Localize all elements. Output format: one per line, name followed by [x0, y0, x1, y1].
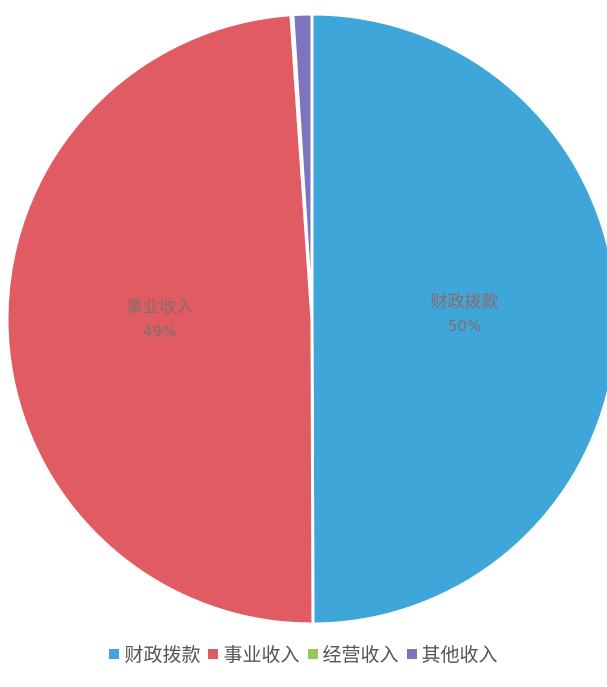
pie-svg: 财政拨款 50% 事业收入 49% [5, 12, 607, 626]
pie-slice-qita [291, 12, 314, 320]
legend-item-caizheng: 财政拨款 [109, 640, 200, 667]
legend-swatch [208, 648, 219, 659]
legend-label: 财政拨款 [124, 644, 201, 666]
slice-pct-caizheng: 50% [448, 317, 481, 335]
legend-item-shiye: 事业收入 [208, 640, 300, 667]
legend: 财政拨款 事业收入 经营收入 其他收入 [0, 640, 607, 667]
legend-item-jingying: 经营收入 [307, 640, 399, 667]
slice-label-shiye: 事业收入 [126, 298, 194, 318]
pie-slice-caizheng [310, 12, 607, 626]
legend-swatch [307, 648, 318, 659]
legend-label: 事业收入 [223, 644, 300, 666]
legend-swatch [406, 648, 417, 659]
legend-swatch [109, 648, 120, 659]
slice-label-caizheng: 财政拨款 [430, 292, 498, 312]
legend-label: 经营收入 [322, 644, 399, 666]
slice-pct-shiye: 49% [143, 323, 176, 341]
pie-slice-shiye [5, 13, 315, 626]
legend-label: 其他收入 [421, 644, 498, 666]
legend-item-qita: 其他收入 [406, 640, 498, 667]
